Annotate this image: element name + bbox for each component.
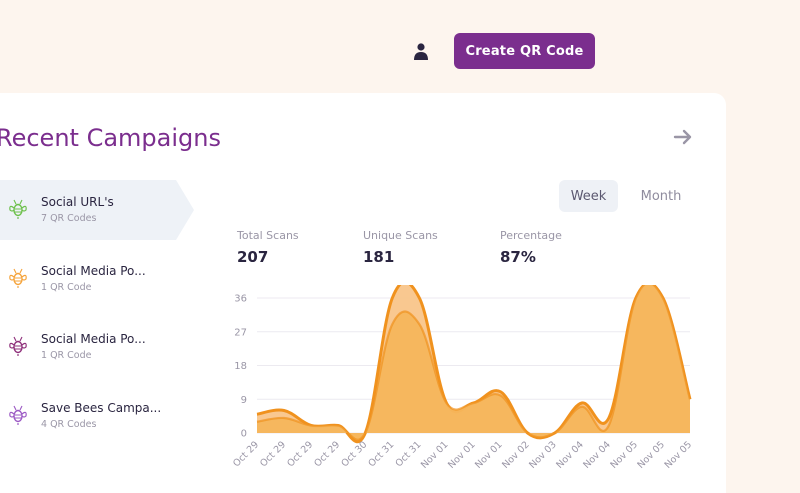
y-tick-label: 18 xyxy=(234,361,247,372)
x-tick-label: Nov 01 xyxy=(419,439,451,470)
percentage-value: 87% xyxy=(500,248,536,266)
x-tick-label: Oct 31 xyxy=(366,439,396,469)
campaign-count: 7 QR Codes xyxy=(41,213,97,224)
total-scans-value: 207 xyxy=(237,248,269,266)
campaign-icon xyxy=(8,335,28,357)
bee-icon xyxy=(9,336,27,356)
x-tick-label: Nov 01 xyxy=(446,439,478,470)
x-tick-label: Nov 04 xyxy=(554,439,586,470)
x-tick-label: Nov 01 xyxy=(473,439,505,470)
y-tick-label: 27 xyxy=(234,327,247,338)
user-icon[interactable] xyxy=(412,42,430,60)
y-tick-label: 0 xyxy=(241,429,247,440)
bee-icon xyxy=(9,405,27,425)
x-tick-label: Oct 29 xyxy=(258,439,288,469)
x-tick-label: Oct 29 xyxy=(312,439,342,469)
campaign-name: Social Media Po... xyxy=(41,332,146,346)
campaign-name: Social Media Po... xyxy=(41,264,146,278)
card-title: Recent Campaigns xyxy=(0,124,221,152)
campaign-count: 4 QR Codes xyxy=(41,419,97,430)
tab-week[interactable]: Week xyxy=(559,180,618,212)
y-tick-label: 36 xyxy=(234,294,247,305)
series-area xyxy=(257,285,690,440)
active-item-background xyxy=(0,180,194,240)
x-tick-label: Oct 29 xyxy=(285,439,315,469)
x-tick-label: Nov 05 xyxy=(663,439,695,470)
create-qr-code-button[interactable]: Create QR Code xyxy=(454,33,595,69)
campaign-icon xyxy=(8,267,28,289)
x-tick-label: Nov 05 xyxy=(635,439,667,470)
series-line xyxy=(256,285,692,441)
x-tick-label: Oct 30 xyxy=(339,439,369,469)
x-tick-label: Nov 03 xyxy=(527,439,559,470)
arrow-right-icon[interactable] xyxy=(672,126,694,148)
x-tick-label: Nov 05 xyxy=(608,439,640,470)
campaign-icon xyxy=(8,404,28,426)
bee-icon xyxy=(9,268,27,288)
campaign-item[interactable]: Save Bees Campa... 4 QR Codes xyxy=(0,386,196,446)
campaign-item[interactable]: Social Media Po... 1 QR Code xyxy=(0,317,196,377)
campaign-name: Social URL's xyxy=(41,195,114,209)
campaign-name: Save Bees Campa... xyxy=(41,401,162,415)
percentage-label: Percentage xyxy=(500,229,562,242)
tab-month[interactable]: Month xyxy=(640,188,682,204)
x-tick-label: Nov 04 xyxy=(581,439,613,470)
unique-scans-label: Unique Scans xyxy=(363,229,438,242)
y-tick-label: 9 xyxy=(241,395,247,406)
total-scans-label: Total Scans xyxy=(237,229,299,242)
x-tick-label: Oct 31 xyxy=(393,439,423,469)
x-tick-label: Oct 29 xyxy=(231,439,261,469)
x-tick-label: Nov 02 xyxy=(500,439,532,470)
campaign-item[interactable]: Social URL's 7 QR Codes xyxy=(0,180,196,240)
campaign-item[interactable]: Social Media Po... 1 QR Code xyxy=(0,249,196,309)
bee-icon xyxy=(9,199,27,219)
campaign-count: 1 QR Code xyxy=(41,350,92,361)
campaign-icon xyxy=(8,198,28,220)
campaign-count: 1 QR Code xyxy=(41,282,92,293)
unique-scans-value: 181 xyxy=(363,248,395,266)
